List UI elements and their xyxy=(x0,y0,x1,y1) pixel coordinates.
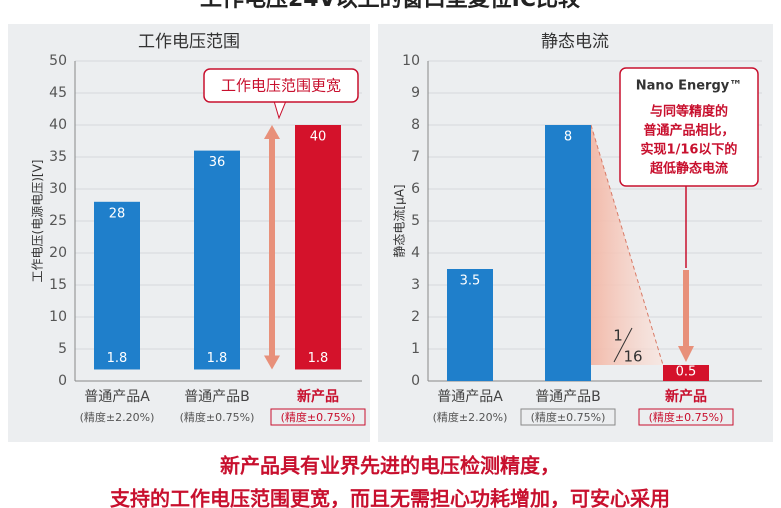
y-tick-label: 2 xyxy=(411,309,420,325)
arrow-head xyxy=(264,125,280,139)
value-label: 28 xyxy=(109,206,126,221)
x-tick-label: 新产品 xyxy=(665,388,707,405)
y-axis-label: 静态电流[μA] xyxy=(393,184,407,257)
y-tick-label: 7 xyxy=(411,149,420,165)
y-tick-label: 3 xyxy=(411,277,420,293)
y-tick-label: 10 xyxy=(402,53,420,69)
sublabel-box xyxy=(270,408,366,426)
value-label: 40 xyxy=(310,130,327,145)
value-label: 1.8 xyxy=(107,351,128,366)
y-tick-label: 20 xyxy=(49,245,67,261)
y-axis-label: 工作电压(电源电压)[V] xyxy=(31,160,45,283)
chart-title: 静态电流 xyxy=(541,32,609,52)
sublabel-box xyxy=(638,408,734,426)
value-label: 36 xyxy=(209,155,226,170)
callout-box xyxy=(619,67,759,187)
reduction-shade xyxy=(591,125,663,365)
value-label: 0.5 xyxy=(676,365,697,380)
x-tick-label: 新产品 xyxy=(297,388,339,405)
value-label: 1.8 xyxy=(308,351,329,366)
y-tick-label: 8 xyxy=(411,117,420,133)
chart-title: 工作电压范围 xyxy=(138,32,240,52)
x-tick-sublabel: (精度±0.75%) xyxy=(649,410,724,424)
bar xyxy=(447,269,493,381)
bar xyxy=(545,125,591,381)
sublabel-box xyxy=(520,408,616,426)
y-tick-label: 9 xyxy=(411,85,420,101)
annotation-line: 超低静态电流 xyxy=(650,161,728,177)
bar xyxy=(94,201,140,370)
y-tick-label: 5 xyxy=(58,341,67,357)
footer-line: 支持的工作电压范围更宽，而且无需担心功耗增加，可安心采用 xyxy=(110,487,670,508)
ratio-denominator: 16 xyxy=(623,348,642,366)
x-tick-label: 普通产品B xyxy=(184,389,250,405)
value-label: 3.5 xyxy=(460,274,481,289)
x-tick-label: 普通产品A xyxy=(84,389,150,405)
annotation-title: Nano Energy™ xyxy=(636,79,743,94)
value-label: 1.8 xyxy=(207,351,228,366)
y-tick-label: 10 xyxy=(49,309,67,325)
y-tick-label: 35 xyxy=(49,149,67,165)
bar xyxy=(663,365,709,381)
y-tick-label: 6 xyxy=(411,181,420,197)
x-tick-sublabel: (精度±2.20%) xyxy=(433,410,508,424)
y-tick-label: 50 xyxy=(49,53,67,69)
x-tick-sublabel: (精度±2.20%) xyxy=(80,410,155,424)
x-tick-sublabel: (精度±0.75%) xyxy=(531,410,606,424)
y-tick-label: 30 xyxy=(49,181,67,197)
bar xyxy=(194,150,240,370)
callout-box xyxy=(203,68,359,103)
x-tick-sublabel: (精度±0.75%) xyxy=(281,410,356,424)
x-tick-label: 普通产品A xyxy=(437,389,503,405)
y-tick-label: 0 xyxy=(411,373,420,389)
annotation: 工作电压范围更宽 xyxy=(221,77,341,95)
annotation-line: 与同等精度的 xyxy=(650,104,728,120)
y-tick-label: 45 xyxy=(49,85,67,101)
footer-line: 新产品具有业界先进的电压检测精度， xyxy=(220,454,560,478)
y-tick-label: 4 xyxy=(411,245,420,261)
arrow-head xyxy=(264,355,280,370)
y-tick-label: 40 xyxy=(49,117,67,133)
x-tick-sublabel: (精度±0.75%) xyxy=(180,410,255,424)
ratio-slash xyxy=(613,327,633,363)
bar xyxy=(295,125,341,370)
y-tick-label: 5 xyxy=(411,213,420,229)
page-title: 工作电压24V以上的窗口型复位IC比较 xyxy=(200,0,580,12)
annotation-line: 实现1/16以下的 xyxy=(641,142,738,158)
y-tick-label: 1 xyxy=(411,341,420,357)
y-tick-label: 0 xyxy=(58,373,67,389)
arrow-head xyxy=(678,346,694,362)
x-tick-label: 普通产品B xyxy=(535,389,601,405)
annotation-line: 普通产品相比， xyxy=(643,123,734,139)
ratio-numerator: 1 xyxy=(613,327,623,345)
y-tick-label: 15 xyxy=(49,277,67,293)
y-tick-label: 25 xyxy=(49,213,67,229)
value-label: 8 xyxy=(564,130,572,145)
